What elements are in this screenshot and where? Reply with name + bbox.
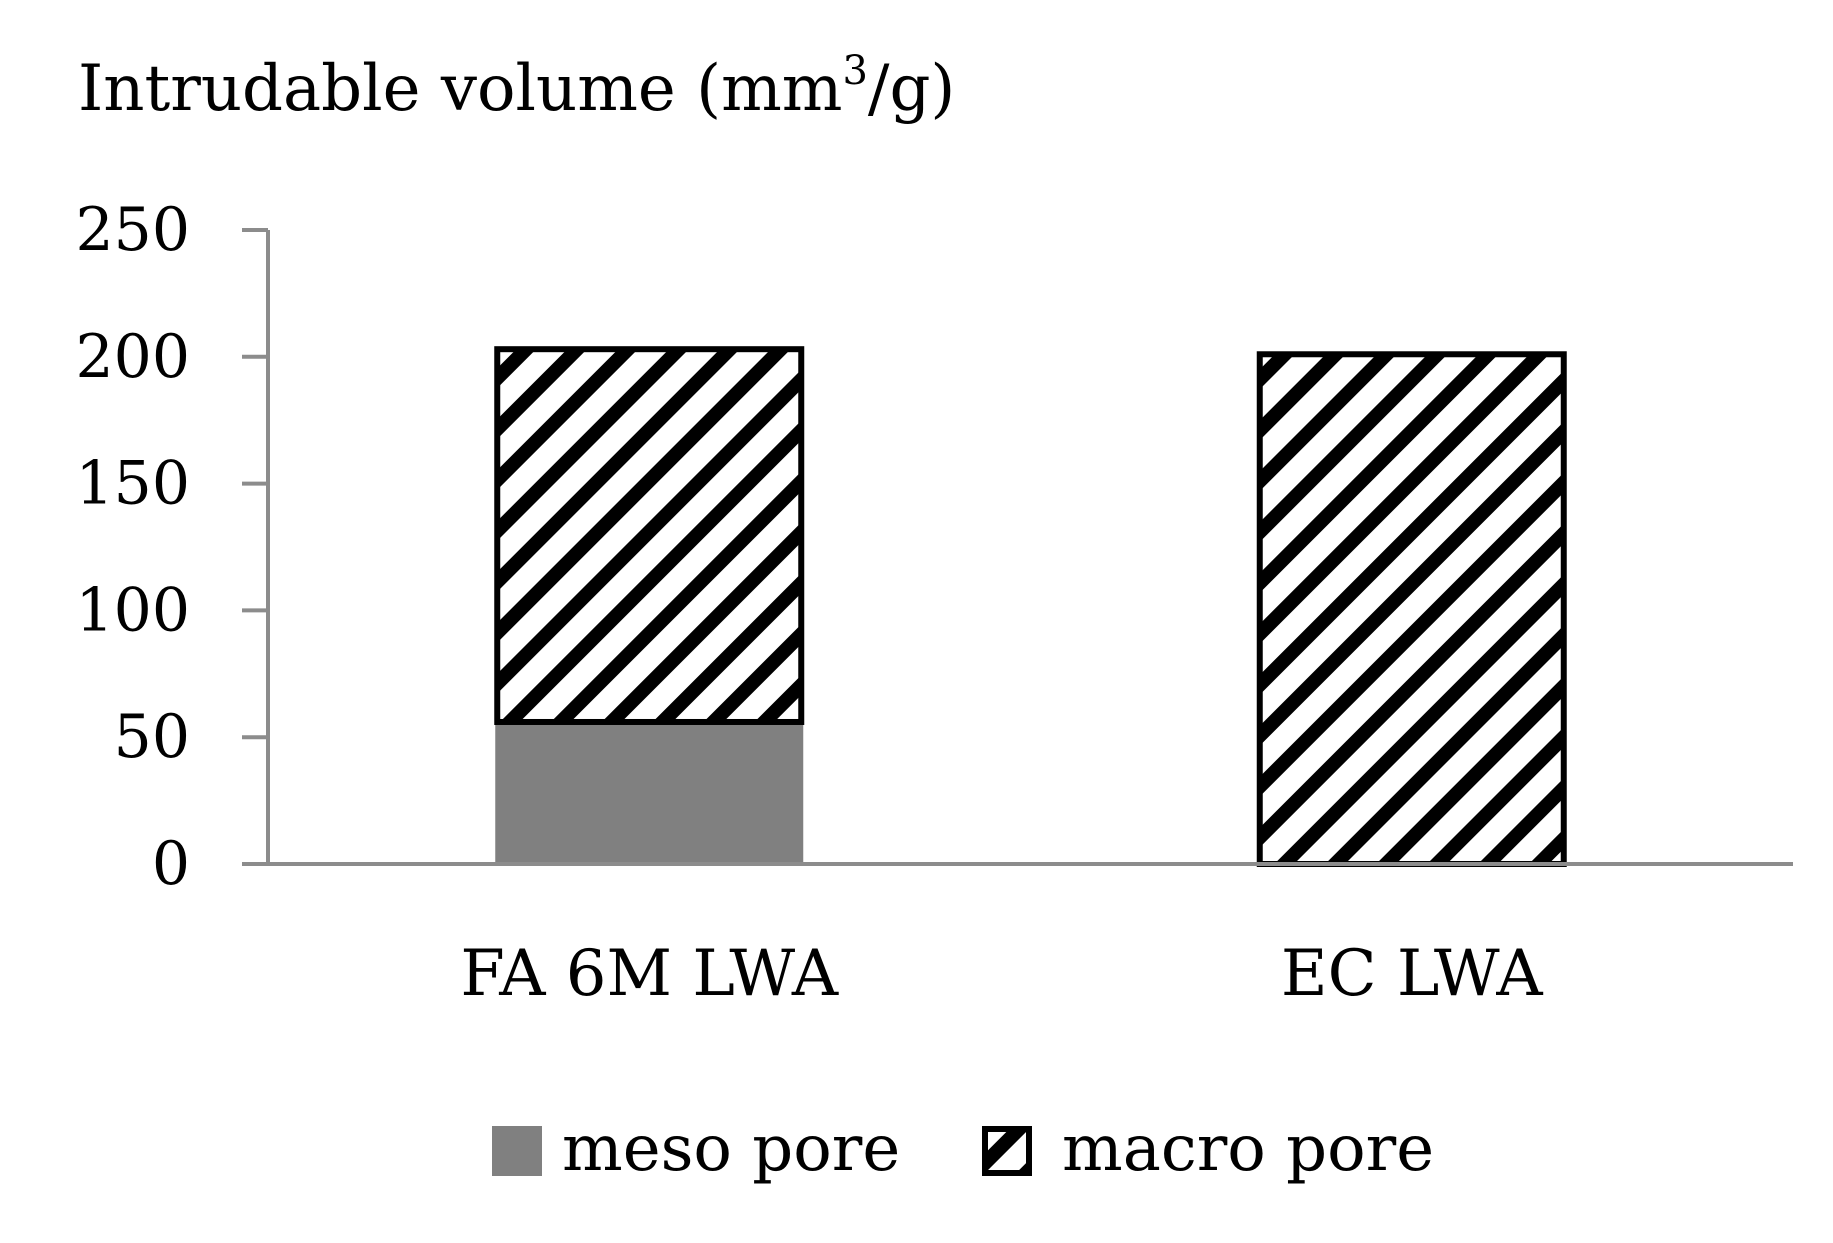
y-tick-label: 50 — [114, 702, 190, 772]
legend: meso pore macro pore — [492, 1112, 1434, 1186]
bars — [494, 346, 1567, 867]
y-axis-title: Intrudable volume (mm3/g) — [78, 48, 955, 126]
x-tick-label: EC LWA — [1281, 937, 1544, 1011]
x-axis-labels: FA 6M LWA EC LWA — [460, 937, 1543, 1011]
legend-swatch-meso-pore — [492, 1126, 542, 1176]
bar-macro-pore — [494, 346, 805, 725]
bar-macro-pore — [1256, 351, 1567, 867]
axes — [266, 230, 1793, 866]
legend-label-macro-pore: macro pore — [1062, 1112, 1434, 1186]
legend-label-meso-pore: meso pore — [562, 1112, 900, 1186]
y-tick-label: 100 — [75, 575, 190, 645]
y-tick-label: 200 — [75, 322, 190, 392]
bar-meso-pore — [495, 721, 804, 864]
y-tick-label: 150 — [75, 449, 190, 519]
legend-swatch-macro-pore — [982, 1126, 1032, 1176]
y-tick-label: 0 — [152, 829, 190, 899]
y-tick-label: 250 — [75, 195, 190, 265]
y-axis-ticks: 0 50 100 150 200 250 — [75, 195, 268, 899]
x-tick-label: FA 6M LWA — [460, 937, 839, 1011]
